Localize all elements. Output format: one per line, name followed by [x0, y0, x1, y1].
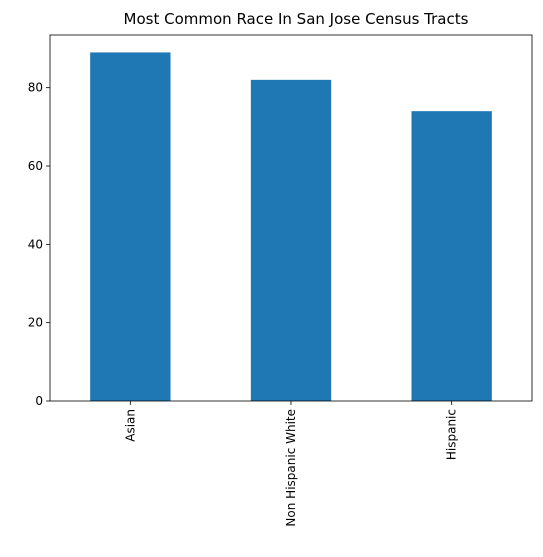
bar-non-hispanic-white [250, 79, 332, 401]
x-tick-label: Asian [123, 409, 137, 442]
y-axis: 0 20 40 60 80 [28, 81, 50, 408]
y-tick-label: 40 [28, 237, 43, 251]
y-tick-label: 60 [28, 159, 43, 173]
chart-title: Most Common Race In San Jose Census Trac… [124, 10, 469, 28]
y-tick-label: 0 [35, 394, 43, 408]
y-tick-label: 80 [28, 81, 43, 95]
bar-asian [90, 52, 171, 402]
plot-frame [49, 34, 533, 402]
x-tick-label: Hispanic [445, 409, 459, 460]
x-tick-label: Non Hispanic White [284, 409, 298, 527]
x-axis: Asian Non Hispanic White Hispanic [123, 401, 459, 527]
y-tick-label: 20 [28, 316, 43, 330]
bar-hispanic [411, 111, 492, 401]
bars-group [90, 52, 492, 402]
